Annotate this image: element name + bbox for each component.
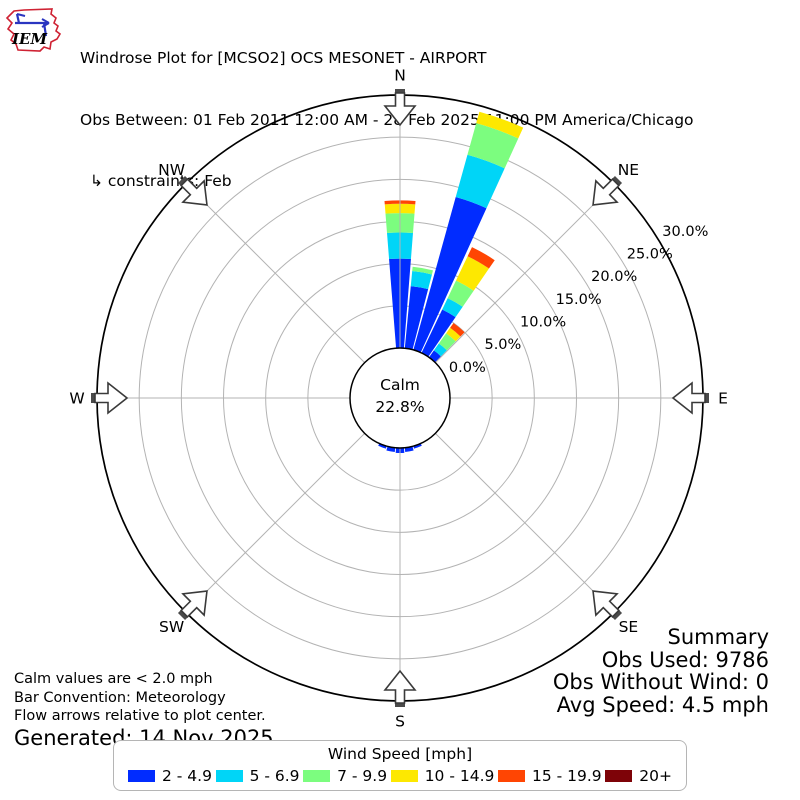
legend-label: 2 - 4.9 <box>162 767 212 785</box>
compass-label-ne: NE <box>618 161 639 179</box>
compass-label-se: SE <box>619 618 639 636</box>
bar-segment <box>456 256 489 291</box>
compass-labels: N NE E SE S SW W NW <box>69 67 728 731</box>
bar-segment <box>442 298 463 318</box>
compass-arrow-w <box>94 381 129 415</box>
flow-arrows <box>91 89 709 707</box>
legend-label: 7 - 9.9 <box>337 767 388 785</box>
iem-logo: IEM <box>5 8 62 52</box>
bar-segment <box>412 266 433 275</box>
compass-arrow-nw <box>180 178 208 206</box>
bar-segment <box>404 286 429 350</box>
bar-segment <box>467 247 495 269</box>
bar-segment <box>476 111 524 139</box>
compass-arrow-e <box>671 381 706 415</box>
legend-entry: 10 - 14.9 <box>390 767 495 785</box>
calm-label: Calm <box>380 376 420 394</box>
iowa-outline <box>5 8 62 52</box>
wind-vane-icon <box>15 13 50 37</box>
legend-entry: 5 - 6.9 <box>215 767 300 785</box>
ring-label: 20.0% <box>591 269 637 285</box>
radial-gridline <box>185 183 365 363</box>
legend-entry: 7 - 9.9 <box>303 767 387 785</box>
legend-swatch <box>128 770 155 782</box>
compass-arrow-se <box>592 590 620 618</box>
ring-labels: 0.0% 5.0% 10.0% 15.0% 20.0% 25.0% 30.0% <box>449 224 708 376</box>
ring-label: 25.0% <box>627 247 673 263</box>
legend-label: 5 - 6.9 <box>249 767 300 785</box>
legend-entry: 2 - 4.9 <box>128 767 212 785</box>
bar-segment <box>467 123 519 169</box>
bar-segment <box>438 333 456 351</box>
radial-gridline <box>435 183 615 363</box>
calm-value: 22.8% <box>375 398 424 416</box>
bar-segment <box>447 280 474 307</box>
summary-obs-used: Obs Used: 9786 <box>601 647 769 672</box>
radial-gridline <box>435 433 615 613</box>
radial-gridlines <box>97 95 703 701</box>
radial-gridline <box>185 433 365 613</box>
calm-circle <box>349 347 451 449</box>
logo-text: IEM <box>11 30 47 48</box>
ring-label: 0.0% <box>449 360 486 376</box>
compass-label-n: N <box>394 67 406 85</box>
summary-obs-without-wind: Obs Without Wind: 0 <box>552 670 769 694</box>
flow-arrows-note: Flow arrows relative to plot center. <box>14 708 266 724</box>
summary-title: Summary <box>667 625 769 649</box>
ring-label: 15.0% <box>556 292 602 308</box>
legend-label: 20+ <box>639 767 672 785</box>
legend-swatch <box>390 770 418 782</box>
header: Windrose Plot for [MCSO2] OCS MESONET - … <box>80 7 694 212</box>
bar-segment <box>421 309 456 357</box>
obs-range-subtitle: Obs Between: 01 Feb 2011 12:00 AM - 28 F… <box>80 110 694 129</box>
footnotes: Calm values are < 2.0 mph Bar Convention… <box>14 670 274 751</box>
bar-segment <box>433 343 447 357</box>
compass-label-s: S <box>395 713 405 731</box>
bar-segment <box>413 197 487 353</box>
compass-arrow-n <box>383 92 417 127</box>
legend-swatch <box>215 770 243 782</box>
compass-label-e: E <box>718 390 728 408</box>
legend-swatch <box>497 770 525 782</box>
legend-items: 2 - 4.9 5 - 6.9 7 - 9.9 10 - 14.9 15 - 19.9 2… <box>128 767 672 785</box>
compass-arrow-sw <box>180 590 208 618</box>
bar-segment <box>450 322 465 337</box>
legend-swatch <box>605 770 633 782</box>
bar-convention-note: Bar Convention: Meteorology <box>14 689 226 706</box>
compass-label-sw: SW <box>159 618 184 636</box>
compass-label-w: W <box>69 390 84 408</box>
legend-title: Wind Speed [mph] <box>327 745 473 763</box>
summary-block: Summary Obs Used: 9786 Obs Without Wind:… <box>553 626 769 716</box>
bar-segment <box>446 327 461 342</box>
ring-label: 5.0% <box>484 337 521 353</box>
legend-entry: 15 - 19.9 <box>497 767 602 785</box>
legend-swatch <box>303 770 331 782</box>
constraints-note: ↳ constraints: Feb <box>90 172 232 190</box>
bar-segment <box>410 271 432 290</box>
ring-label: 30.0% <box>662 224 708 240</box>
calm-note: Calm values are < 2.0 mph <box>14 671 213 687</box>
legend-entry: 20+ <box>605 767 672 785</box>
ring-label: 10.0% <box>520 315 566 331</box>
page-title: Windrose Plot for [MCSO2] OCS MESONET - … <box>80 49 487 67</box>
legend-label: 15 - 19.9 <box>531 767 602 785</box>
compass-label-nw: NW <box>158 161 185 179</box>
wind-speed-legend: Wind Speed [mph] 2 - 4.9 5 - 6.9 7 - 9.9 10… <box>113 740 687 791</box>
compass-arrow-ne <box>592 178 620 206</box>
compass-arrow-s <box>383 669 417 704</box>
summary-avg-speed: Avg Speed: 4.5 mph <box>556 692 769 717</box>
legend-label: 10 - 14.9 <box>424 767 495 785</box>
bar-segment <box>455 154 505 209</box>
